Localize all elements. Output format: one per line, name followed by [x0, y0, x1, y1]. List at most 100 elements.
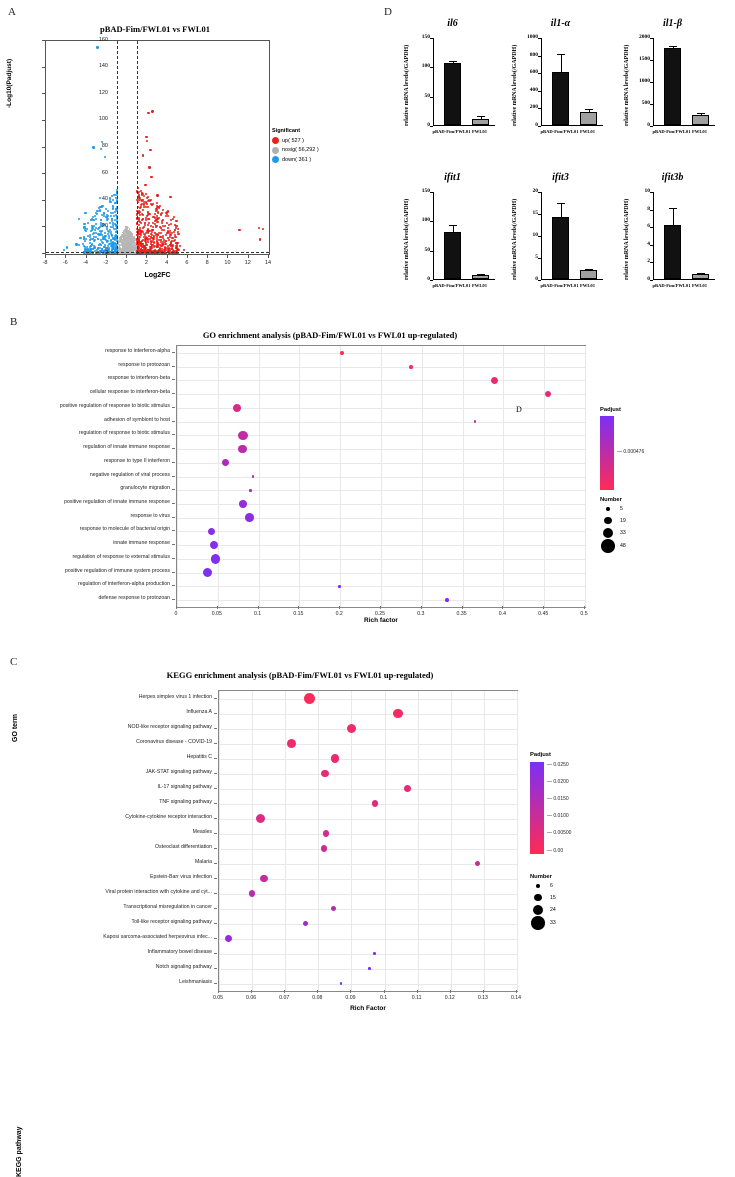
- axis-x-tick-mark: [516, 990, 517, 993]
- volcano-point: [90, 250, 93, 253]
- axis-row-tick: [214, 937, 217, 939]
- volcano-point: [154, 232, 157, 235]
- volcano-point: [98, 234, 101, 237]
- volcano-point: [113, 241, 116, 244]
- volcano-point: [151, 231, 154, 234]
- volcano-point: [119, 248, 122, 251]
- volcano-point: [83, 246, 86, 249]
- volcano-point: [139, 231, 142, 234]
- volcano-point: [93, 240, 96, 243]
- qpcr-bar: [552, 216, 569, 279]
- volcano-point: [139, 229, 142, 232]
- axis-row-label: Kaposi sarcoma-associated herpesvirus in…: [103, 933, 212, 940]
- volcano-point: [162, 238, 165, 241]
- volcano-point: [145, 238, 148, 241]
- volcano-point: [166, 215, 169, 218]
- qpcr-error-cap: [584, 268, 593, 270]
- volcano-point: [149, 198, 152, 201]
- volcano-point: [150, 175, 153, 178]
- volcano-point: [63, 248, 66, 252]
- volcano-point: [84, 248, 87, 251]
- volcano-point: [138, 241, 141, 244]
- volcano-point: [171, 250, 174, 253]
- volcano-point: [151, 228, 154, 231]
- volcano-point: [142, 198, 145, 201]
- volcano-x-tick-label: 10: [224, 260, 231, 266]
- qpcr-y-tick-label: 150: [421, 188, 430, 194]
- go-number-legend-item: 5: [600, 506, 623, 512]
- grid-line-horizontal: [219, 833, 517, 835]
- volcano-point: [142, 225, 145, 228]
- volcano-y-tick-label: 20: [101, 222, 108, 229]
- volcano-point: [93, 236, 96, 239]
- grid-line-vertical: [351, 691, 353, 991]
- axis-x-tick-label: 0.05: [212, 995, 224, 1001]
- volcano-point: [146, 214, 149, 217]
- grid-line-vertical: [503, 346, 505, 607]
- volcano-point: [92, 225, 95, 228]
- volcano-point: [130, 231, 133, 234]
- volcano-point: [144, 183, 147, 186]
- volcano-point: [168, 248, 171, 251]
- volcano-point: [106, 239, 109, 242]
- volcano-point: [94, 247, 97, 250]
- volcano-point: [174, 247, 177, 249]
- volcano-point: [106, 249, 109, 252]
- grid-line-vertical: [381, 346, 382, 607]
- volcano-point: [141, 192, 144, 195]
- volcano-x-tick-mark: [105, 255, 107, 258]
- panel-d-qpcr: D il6 0 50 100 150 pBAD-Fim/FWL01 FWL01 relativ…: [380, 0, 735, 310]
- volcano-point: [146, 202, 149, 205]
- volcano-point: [128, 240, 130, 243]
- volcano-point: [115, 236, 118, 239]
- volcano-point: [147, 211, 150, 214]
- volcano-point: [112, 198, 115, 201]
- volcano-point: [110, 211, 113, 214]
- axis-x-tick-label: 0.45: [538, 611, 549, 617]
- axis-x-tick-label: 0.4: [498, 611, 506, 617]
- volcano-point: [147, 218, 150, 221]
- axis-row-label: Osteoclast differentiation: [155, 843, 212, 850]
- qpcr-y-tick-mark: [538, 90, 541, 92]
- volcano-point: [137, 186, 140, 189]
- volcano-point: [140, 240, 143, 243]
- volcano-point: [173, 239, 176, 242]
- volcano-point: [84, 250, 87, 253]
- axis-row-label: Epstein-Barr virus infection: [150, 873, 212, 880]
- volcano-plot-area: [45, 40, 270, 255]
- volcano-point: [107, 231, 110, 234]
- bubble-point: [209, 541, 218, 550]
- volcano-point: [109, 250, 112, 253]
- axis-row-tick: [214, 922, 217, 924]
- go-number-legend-item: 19: [600, 517, 626, 525]
- volcano-point: [145, 244, 148, 247]
- axis-row-label: Coronavirus disease - COVID-19: [136, 738, 212, 745]
- volcano-point: [141, 194, 144, 197]
- volcano-point: [156, 221, 159, 223]
- volcano-point: [169, 242, 172, 245]
- volcano-x-tick-mark: [247, 255, 249, 258]
- axis-x-tick-mark: [449, 990, 451, 993]
- qpcr-y-tick-label: 1000: [527, 34, 538, 40]
- volcano-point: [137, 230, 140, 233]
- qpcr-error-cap: [696, 112, 705, 114]
- kegg-padjust-tick-label: — 0.0100: [547, 813, 569, 820]
- volcano-point: [126, 230, 128, 232]
- volcano-point: [139, 250, 142, 253]
- volcano-point: [142, 202, 145, 205]
- volcano-point: [146, 196, 149, 199]
- axis-row-label: Herpes simplex virus 1 infection: [138, 693, 212, 700]
- volcano-point: [143, 249, 146, 252]
- volcano-point: [147, 228, 150, 231]
- bubble-point: [339, 982, 343, 985]
- volcano-point: [134, 245, 137, 248]
- volcano-point: [161, 240, 164, 243]
- volcano-point: [91, 243, 94, 246]
- axis-row-tick: [172, 557, 175, 559]
- volcano-point: [113, 223, 116, 226]
- volcano-point: [152, 243, 155, 246]
- volcano-point: [166, 250, 169, 253]
- qpcr-y-tick-mark: [650, 244, 653, 246]
- volcano-x-tick-mark: [146, 255, 148, 258]
- volcano-point: [165, 249, 168, 252]
